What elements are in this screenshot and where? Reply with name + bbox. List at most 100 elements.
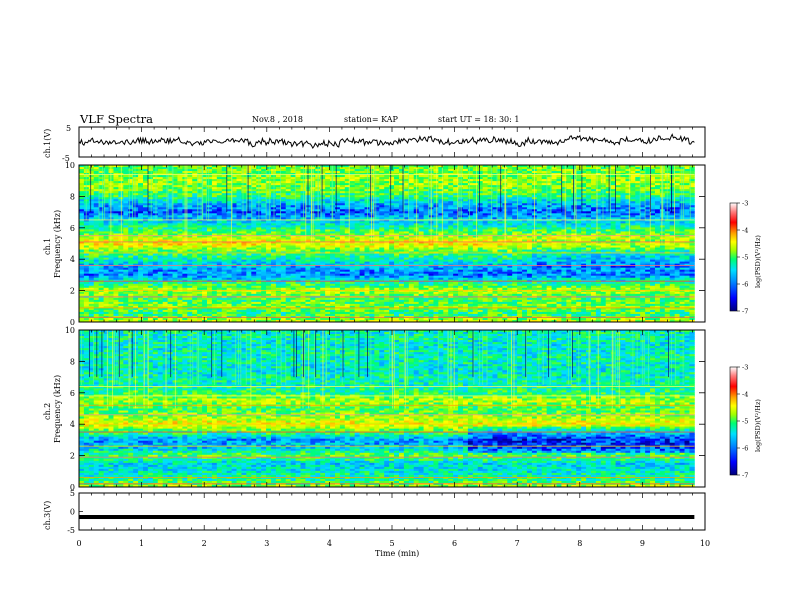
spectrogram-cell [231,257,237,260]
spectrogram-cell [261,211,267,214]
spectrogram-cell [197,271,203,275]
spectrogram-cell [246,291,252,295]
spectrogram-cell [315,241,321,244]
spectrogram-cell [128,297,134,301]
spectrogram-cell [300,239,306,242]
spectrogram-cell [211,255,218,258]
spectrogram-cell [344,275,351,279]
spectrogram-cell [133,249,139,252]
spectrogram-cell [187,167,193,170]
spectrogram-cell [187,223,193,226]
spectrogram-cell [167,277,173,281]
spectrogram-cell [295,319,301,323]
spectrogram-cell [231,189,237,192]
spectrogram-cell [93,181,100,184]
spectrogram-cell [320,209,326,212]
spectrogram-cell [177,209,183,212]
spectrogram-cell [211,201,218,204]
spectrogram-cell [202,229,208,232]
spectrogram-cell [221,247,228,250]
spectrogram-cell [88,305,95,309]
spectrogram-cell [197,171,203,174]
spectrogram-cell [187,175,193,178]
spectrogram-cell [162,209,169,212]
spectrogram-cell [187,305,193,309]
spectrogram-cell [251,275,257,279]
spectrogram-cell [93,275,100,279]
spectrogram-cell [177,241,183,244]
spectrogram-cell [103,219,109,222]
spectrogram-cell [123,245,129,248]
spectrogram-cell [197,183,203,186]
spectrogram-cell [246,197,252,200]
spectrogram-cell [275,183,282,186]
spectrogram-cell [98,305,105,309]
spectrogram-cell [349,175,356,178]
spectrogram-cell [172,245,178,248]
spectrogram-cell [241,287,247,291]
spectrogram-cell [216,193,223,196]
spectrogram-cell [266,241,272,244]
spectrogram-cell [256,233,262,236]
spectrogram-cell [187,221,193,224]
spectrogram-cell [290,209,296,212]
spectrogram-cell [275,281,282,285]
spectrogram-cell [128,233,134,236]
spectrogram-cell [167,211,173,214]
spectrogram-cell [344,193,351,196]
spectrogram-cell [167,187,173,190]
spectrogram-cell [103,285,109,289]
spectrogram-cell [241,171,247,174]
spectrogram-cell [202,267,208,271]
spectrogram-cell [138,303,144,307]
spectrogram-cell [98,307,105,311]
spectrogram-cell [266,307,272,311]
spectrogram-cell [270,225,277,228]
spectrogram-cell [202,291,208,295]
spectrogram-cell [113,181,119,184]
spectrogram-cell [123,283,129,287]
spectrogram-cell [79,265,85,269]
spectrogram-cell [221,239,228,242]
spectrogram-cell [300,191,306,194]
spectrogram-cell [270,303,277,307]
spectrogram-cell [266,225,272,228]
spectrogram-cell [280,221,287,224]
spectrogram-cell [88,197,95,200]
spectrogram-cell [231,297,237,301]
spectrogram-cell [236,199,242,202]
spectrogram-cell [206,273,213,277]
spectrogram-cell [172,219,178,222]
spectrogram-cell [167,309,173,313]
spectrogram-cell [177,215,183,218]
spectrogram-cell [295,271,301,275]
spectrogram-cell [211,313,218,317]
spectrogram-cell [93,259,100,263]
spectrogram-cell [290,303,296,307]
spectrogram-cell [167,283,173,287]
spectrogram-cell [231,265,237,269]
spectrogram-cell [98,309,105,313]
spectrogram-cell [138,169,144,172]
spectrogram-cell [300,293,306,297]
spectrogram-cell [295,181,301,184]
spectrogram-cell [280,307,287,311]
spectrogram-cell [187,291,193,295]
spectrogram-cell [133,271,139,275]
spectrogram-cell [320,171,326,174]
spectrogram-cell [157,207,164,210]
spectrogram-cell [138,165,144,168]
spectrogram-cell [315,247,321,250]
spectrogram-cell [108,285,114,289]
spectrogram-cell [197,199,203,202]
spectrogram-cell [261,231,267,234]
spectrogram-cell [98,215,105,218]
spectrogram-cell [113,191,119,194]
spectrogram-cell [266,215,272,218]
spectrogram-cell [325,243,331,246]
spectrogram-cell [251,209,257,212]
spectrogram-cell [123,239,129,242]
spectrogram-cell [79,293,85,297]
spectrogram-cell [123,217,129,220]
spectrogram-cell [206,303,213,307]
